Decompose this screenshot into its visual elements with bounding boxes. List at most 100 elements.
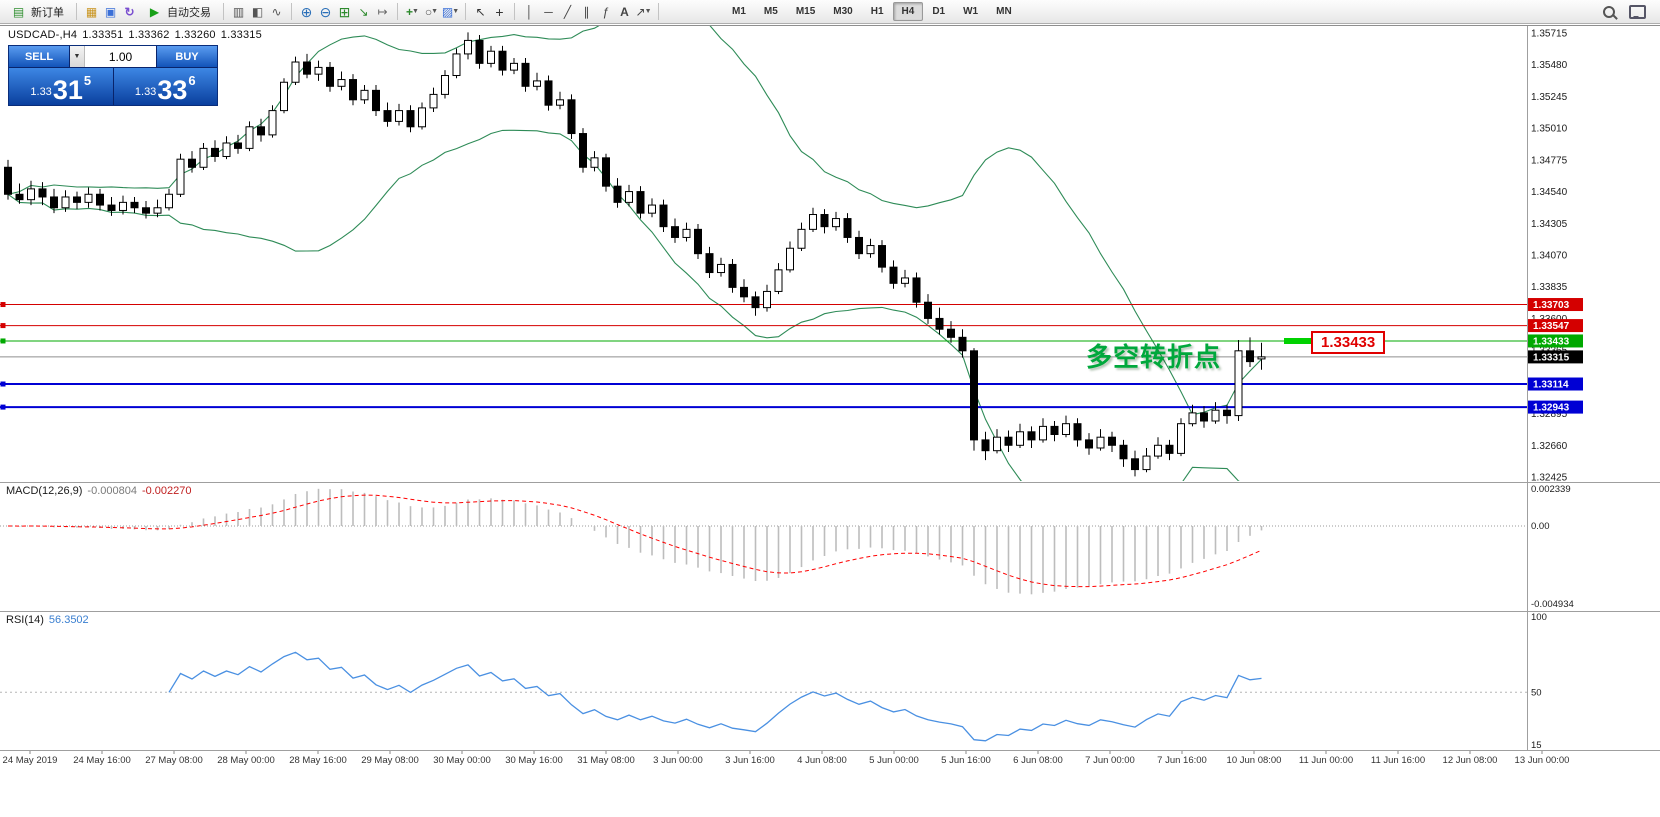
arrows-icon[interactable]: ↗ ▼ [635,4,652,19]
svg-text:100: 100 [1531,612,1547,623]
vertical-line-icon[interactable]: │ [525,4,534,19]
svg-text:11 Jun 00:00: 11 Jun 00:00 [1299,755,1353,766]
timeframe-d1[interactable]: D1 [932,6,946,17]
bar-chart-icon[interactable]: ▥ [232,4,245,19]
one-click-trading-panel: SELL ▼ 1.00 BUY 1.33 31 5 1.33 33 6 [8,45,218,106]
crosshair-icon[interactable]: + [495,3,504,20]
chat-icon[interactable] [1629,3,1646,20]
volume-dropdown-icon[interactable]: ▼ [70,46,85,67]
rsi-label: RSI(14) 56.3502 [6,614,94,626]
rsi-name: RSI(14) [6,614,44,626]
bar-close: 1.33315 [220,29,262,41]
timeframe-h4[interactable]: H4 [892,2,924,21]
svg-text:30 May 16:00: 30 May 16:00 [505,755,563,766]
macd-scale[interactable]: 0.002339 0.00 -0.004934 [1531,484,1574,610]
toolbar-separator [223,3,224,20]
zoom-in-icon[interactable]: ⊕ [300,3,313,20]
bar-high: 1.33362 [128,29,170,41]
toolbar-separator [658,3,659,20]
auto-trading-button[interactable]: ▶ 自动交易 [140,1,217,22]
search-icon[interactable] [1600,3,1617,20]
hline-anchor [0,323,6,329]
hline-anchor [0,338,6,344]
timeframe-mn[interactable]: MN [996,6,1012,17]
volume-value[interactable]: 1.00 [108,49,133,64]
trendline-icon[interactable]: ╱ [563,4,572,19]
svg-text:1.32895: 1.32895 [1531,409,1568,420]
cursor-icon[interactable]: ↖ [475,4,486,19]
svg-text:7 Jun 00:00: 7 Jun 00:00 [1085,755,1135,766]
bollinger-lower-band [7,129,1240,481]
buy-button[interactable]: BUY [157,46,217,67]
time-scale[interactable]: 24 May 2019 24 May 16:00 27 May 08:00 28 Ma… [3,751,1570,766]
svg-text:1.35245: 1.35245 [1531,92,1568,103]
toolbar-separator [514,3,515,20]
price-label-text: 1.33703 [1533,300,1570,311]
bar-low: 1.33260 [174,29,216,41]
periods-button[interactable]: ○ ▼ [424,4,439,19]
volume-field[interactable]: ▼ 1.00 [70,46,156,67]
templates-button[interactable]: ▨ ▼ [441,4,460,19]
price-scale[interactable]: 1.35715 1.35480 1.35245 1.35010 1.34775 1.345… [1531,29,1568,484]
candlesticks [4,32,1266,477]
price-label-text: 1.33547 [1533,321,1570,332]
sell-button[interactable]: SELL [9,46,69,67]
price-label-box [1528,377,1583,391]
price-label-text: 1.33433 [1533,336,1570,347]
svg-text:6 Jun 08:00: 6 Jun 08:00 [1013,755,1063,766]
svg-text:29 May 08:00: 29 May 08:00 [361,755,419,766]
svg-text:1.34305: 1.34305 [1531,219,1568,230]
price-label-box [1528,400,1583,414]
tile-windows-icon[interactable]: ⊞ [338,3,351,20]
market-watch-icon[interactable]: ▣ [104,4,117,19]
candlestick-chart-icon[interactable]: ◧ [251,4,264,19]
new-order-button[interactable]: ▤ 新订单 [4,1,70,22]
price-label-box [1528,319,1583,333]
sell-price-big: 31 [52,74,83,105]
svg-text:28 May 00:00: 28 May 00:00 [217,755,275,766]
timeframe-m1[interactable]: M1 [732,6,746,17]
chevron-down-icon: ▼ [644,8,652,15]
svg-text:30 May 00:00: 30 May 00:00 [433,755,491,766]
horizontal-lines[interactable] [0,302,1527,410]
svg-text:27 May 08:00: 27 May 08:00 [145,755,203,766]
svg-text:1.34070: 1.34070 [1531,251,1568,262]
timeframe-m5[interactable]: M5 [763,6,778,17]
buy-price-panel[interactable]: 1.33 33 6 [113,68,217,105]
chart-shift-icon[interactable]: ↦ [377,4,388,19]
timeframe-m30[interactable]: M30 [833,6,853,17]
bar-open: 1.33351 [82,29,124,41]
buy-price-big: 33 [157,74,188,105]
channel-icon[interactable]: ∥ [583,4,590,19]
indicators-button[interactable]: + ▼ [406,4,419,19]
price-label-text: 1.33114 [1533,380,1569,391]
timeframe-m15[interactable]: M15 [795,6,816,17]
sell-price-panel[interactable]: 1.33 31 5 [9,68,113,105]
hline-anchor [0,404,6,410]
toolbar-separator [465,3,466,20]
svg-text:10 Jun 08:00: 10 Jun 08:00 [1227,755,1282,766]
line-chart-icon[interactable]: ∿ [271,4,282,19]
horizontal-line-icon[interactable]: ─ [544,4,553,19]
timeframe-w1[interactable]: W1 [963,6,979,17]
timeframe-h1[interactable]: H1 [870,6,884,17]
price-label-box [1528,350,1583,364]
fibonacci-icon[interactable]: ƒ [602,4,609,19]
price-label-box [1528,298,1583,312]
rsi-scale[interactable]: 100 50 15 [1531,612,1547,751]
text-icon[interactable]: A [620,4,629,19]
macd-histogram [18,488,1263,595]
new-order-icon: ▤ [12,4,25,19]
profiles-icon[interactable]: ▦ [85,4,98,19]
zoom-out-icon[interactable]: ⊖ [319,3,332,20]
svg-text:24 May 16:00: 24 May 16:00 [73,755,131,766]
svg-text:1.34540: 1.34540 [1531,187,1568,198]
svg-text:12 Jun 08:00: 12 Jun 08:00 [1443,755,1498,766]
refresh-icon[interactable]: ↻ [124,4,135,19]
toolbar-separator [76,3,77,20]
auto-scroll-icon[interactable]: ↘ [358,4,369,19]
svg-text:11 Jun 16:00: 11 Jun 16:00 [1371,755,1425,766]
chevron-down-icon: ▼ [431,8,439,15]
svg-text:3 Jun 16:00: 3 Jun 16:00 [725,755,775,766]
